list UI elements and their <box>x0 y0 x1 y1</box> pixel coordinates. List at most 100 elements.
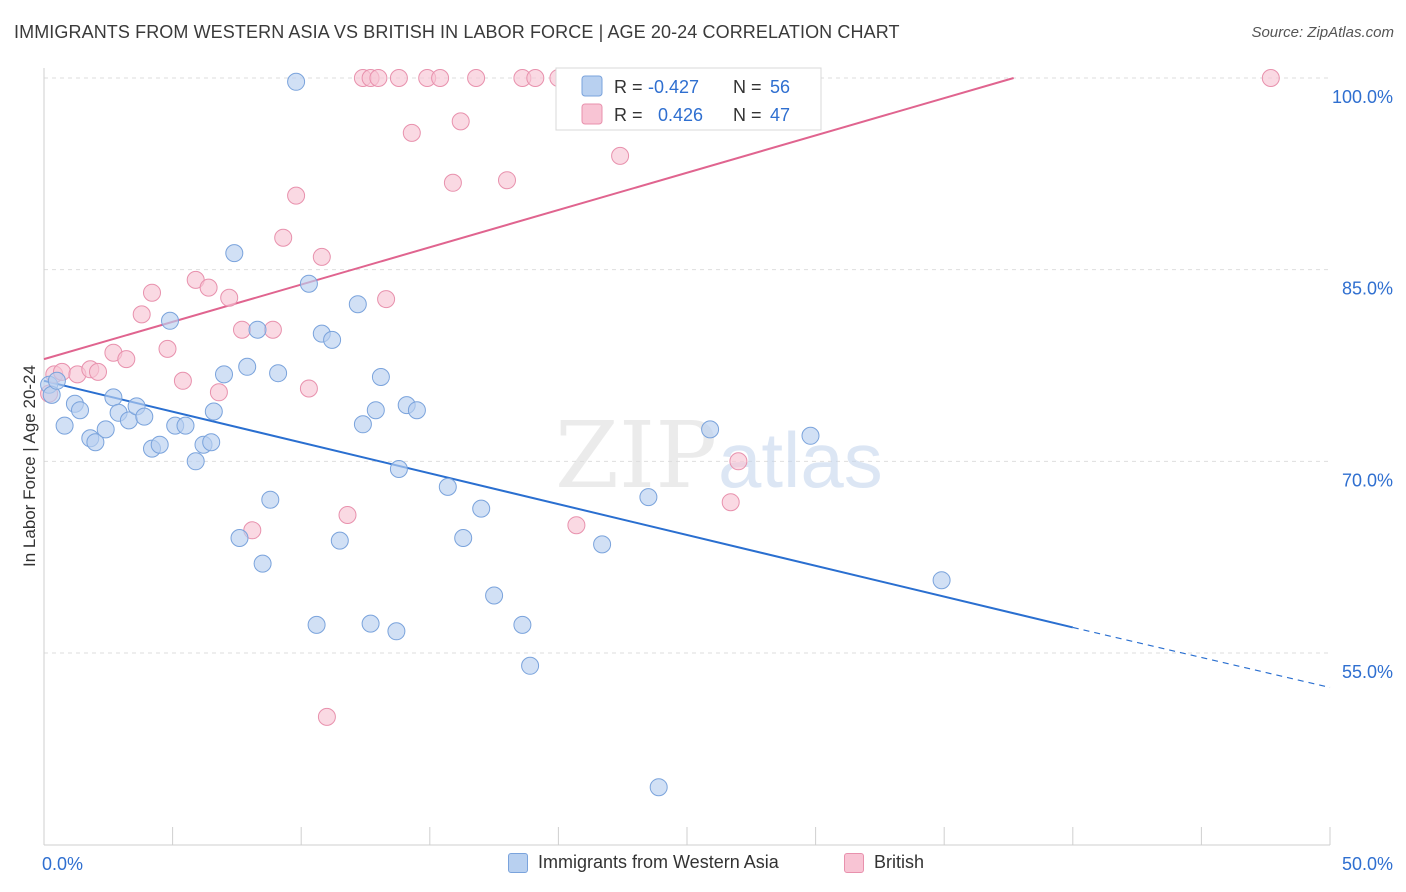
point-western-asia-53 <box>639 488 658 507</box>
point-western-asia-3 <box>55 416 74 435</box>
point-western-asia-48 <box>472 499 491 518</box>
point-western-asia-51 <box>521 656 540 675</box>
source-label: Source: ZipAtlas.com <box>1251 24 1394 41</box>
point-british-38 <box>526 69 545 87</box>
point-western-asia-50 <box>513 615 532 634</box>
legend-bottom: Immigrants from Western Asia British <box>0 852 1406 878</box>
legend-top: R = -0.427 N = 56 R = 0.426 N = 47 <box>555 67 822 131</box>
x-tick-labels: 0.0% 50.0% <box>42 854 1393 874</box>
legend-r-value-2: 0.426 <box>658 105 703 125</box>
point-western-asia-21 <box>202 433 221 452</box>
point-western-asia-9 <box>104 388 123 407</box>
point-western-asia-41 <box>371 368 390 386</box>
point-british-9 <box>143 283 161 302</box>
point-western-asia-7 <box>86 433 105 452</box>
point-british-18 <box>263 320 282 339</box>
point-western-asia-2 <box>47 371 66 390</box>
x-tick-label-1: 50.0% <box>1342 854 1393 874</box>
legend-r-label-1: R = <box>614 77 643 97</box>
axes <box>43 68 1331 846</box>
legend-item-western-asia: Immigrants from Western Asia <box>508 852 779 873</box>
point-western-asia-49 <box>485 586 504 605</box>
point-british-5 <box>89 362 107 381</box>
point-british-32 <box>431 69 450 87</box>
grid-lines <box>44 77 1330 654</box>
point-british-13 <box>199 278 218 297</box>
point-western-asia-38 <box>353 415 372 434</box>
y-tick-label-3: 100.0% <box>1332 87 1393 107</box>
point-western-asia-13 <box>135 407 154 426</box>
point-british-29 <box>389 69 408 87</box>
point-western-asia-26 <box>238 357 257 376</box>
point-british-16 <box>233 320 251 339</box>
legend-swatch-western-asia <box>508 852 528 873</box>
point-british-23 <box>317 707 336 726</box>
point-western-asia-15 <box>150 435 169 454</box>
legend-item-british: British <box>844 852 924 873</box>
point-british-28 <box>377 290 396 309</box>
point-western-asia-24 <box>225 244 244 263</box>
point-british-33 <box>443 173 462 192</box>
legend-r-value-1: -0.427 <box>648 77 699 97</box>
point-western-asia-28 <box>253 554 272 573</box>
legend-top-swatch-blue <box>581 75 603 97</box>
trend-line-british <box>43 77 1014 361</box>
point-western-asia-32 <box>299 274 318 293</box>
watermark: ZIP atlas <box>555 402 883 509</box>
point-western-asia-52 <box>593 535 612 554</box>
point-british-24 <box>338 506 357 524</box>
point-western-asia-18 <box>176 416 195 435</box>
legend-r-label-2: R = <box>614 105 643 125</box>
point-western-asia-30 <box>269 364 288 383</box>
y-tick-label-2: 85.0% <box>1342 279 1393 299</box>
point-british-43 <box>721 493 740 512</box>
point-western-asia-55 <box>701 420 720 439</box>
chart-title: IMMIGRANTS FROM WESTERN ASIA VS BRITISH … <box>14 22 900 42</box>
point-western-asia-35 <box>323 330 342 349</box>
point-british-35 <box>467 69 486 87</box>
point-western-asia-36 <box>330 531 349 550</box>
point-british-30 <box>402 123 421 142</box>
y-tick-label-1: 70.0% <box>1342 470 1393 490</box>
legend-n-value-1: 56 <box>770 77 790 97</box>
point-western-asia-37 <box>348 295 367 314</box>
legend-label-western-asia: Immigrants from Western Asia <box>538 852 779 872</box>
point-british-19 <box>274 228 293 247</box>
point-western-asia-29 <box>261 490 280 509</box>
point-western-asia-19 <box>186 452 205 471</box>
legend-swatch-british <box>844 852 864 873</box>
trend-line-western-asia <box>43 379 1074 629</box>
y-tick-labels: 55.0% 70.0% 85.0% 100.0% <box>1332 87 1393 682</box>
point-western-asia-31 <box>287 72 306 91</box>
legend-n-label-1: N = <box>733 77 762 97</box>
data-points <box>40 69 1280 797</box>
point-british-7 <box>117 350 136 369</box>
point-british-41 <box>611 146 630 165</box>
point-western-asia-54 <box>649 778 668 797</box>
point-western-asia-25 <box>230 529 249 547</box>
point-western-asia-23 <box>215 365 233 384</box>
point-western-asia-8 <box>96 420 115 439</box>
point-western-asia-22 <box>204 402 223 421</box>
point-western-asia-33 <box>307 615 326 634</box>
point-british-34 <box>451 112 470 131</box>
point-western-asia-39 <box>361 614 380 633</box>
watermark-zip: ZIP <box>555 402 717 509</box>
point-western-asia-40 <box>366 401 385 420</box>
point-western-asia-43 <box>389 460 408 478</box>
point-british-21 <box>299 379 318 398</box>
y-tick-label-0: 55.0% <box>1342 662 1393 682</box>
point-british-44 <box>729 452 748 471</box>
point-british-8 <box>132 305 151 324</box>
point-british-11 <box>173 371 192 390</box>
legend-label-british: British <box>874 852 925 872</box>
legend-top-swatch-pink <box>581 103 603 125</box>
trend-lines <box>43 77 1331 689</box>
point-western-asia-57 <box>932 571 951 590</box>
point-british-22 <box>312 247 331 266</box>
point-british-36 <box>498 171 516 190</box>
trend-line-western-asia-extension <box>1072 626 1331 689</box>
point-british-20 <box>287 186 306 205</box>
point-western-asia-5 <box>71 401 89 420</box>
point-western-asia-45 <box>407 401 426 420</box>
